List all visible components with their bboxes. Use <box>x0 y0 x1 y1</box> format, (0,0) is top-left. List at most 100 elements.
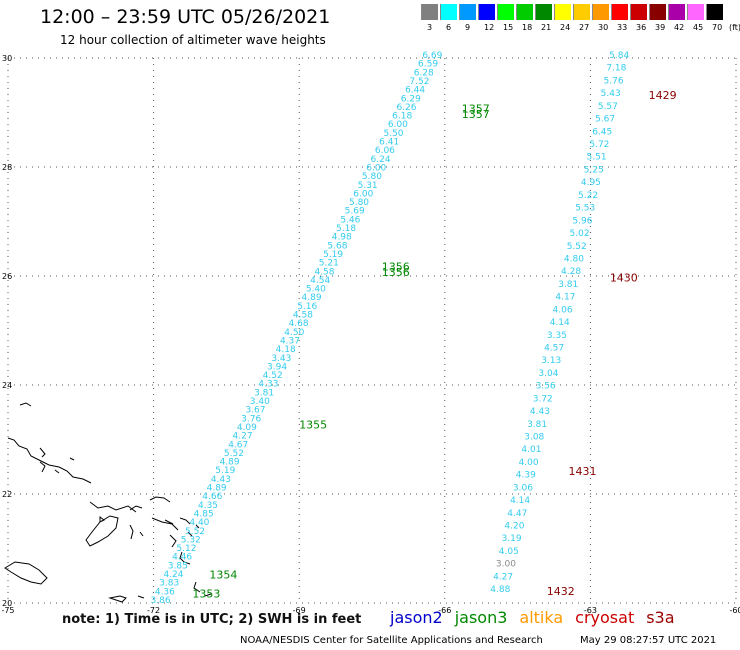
wave-height-value: 5.69 <box>345 207 365 217</box>
wave-height-value: 5.52 <box>567 242 587 252</box>
lat-label: 22 <box>2 490 12 499</box>
legend-label: 45 <box>693 23 704 32</box>
wave-height-value: 4.58 <box>293 311 313 321</box>
lon-label: -60 <box>729 606 740 615</box>
legend-swatch <box>421 4 438 20</box>
legend-swatch <box>459 4 476 20</box>
wave-height-value: 6.26 <box>396 103 416 113</box>
satellite-key-jason3: jason3 <box>454 608 508 627</box>
wave-height-value: 7.18 <box>606 64 626 74</box>
legend-label: 15 <box>503 23 514 32</box>
wave-height-value: 5.76 <box>604 76 624 86</box>
wave-height-value: 5.22 <box>578 191 598 201</box>
lon-label: -69 <box>293 606 306 615</box>
wave-height-value: 6.18 <box>392 112 412 122</box>
wave-height-value: 5.67 <box>595 115 615 125</box>
wave-height-value: 3.85 <box>168 561 188 571</box>
legend-label: 33 <box>617 23 628 32</box>
wave-height-value: 6.28 <box>414 68 434 78</box>
wave-height-value: 3.76 <box>241 414 261 424</box>
wave-height-value: 3.40 <box>250 397 270 407</box>
wave-height-value: 4.85 <box>194 509 214 519</box>
wave-height-value: 6.45 <box>592 127 612 137</box>
wave-height-value: 4.54 <box>310 276 330 286</box>
wave-height-value: 4.43 <box>530 407 550 417</box>
satellite-key-s3a: s3a <box>646 608 675 627</box>
wave-height-value: 5.25 <box>584 165 604 175</box>
satellite-key: jason2 jason3 altika cryosat s3a <box>390 608 687 627</box>
legend-label: 6 <box>446 23 452 32</box>
generation-timestamp: May 29 08:27:57 UTC 2021 <box>580 635 717 646</box>
wave-height-value: 5.57 <box>598 102 618 112</box>
cuba-coast <box>7 402 92 484</box>
wave-height-value: 3.81 <box>558 280 578 290</box>
footer-note: note: 1) Time is in UTC; 2) SWH is in fe… <box>62 612 362 627</box>
satellite-key-cryosat: cryosat <box>575 608 635 627</box>
time-label: 1356 <box>382 261 410 274</box>
satellite-key-jason2: jason2 <box>390 608 443 627</box>
wave-height-value: 4.20 <box>504 522 524 532</box>
wave-height-value: 5.18 <box>336 224 356 234</box>
legend-label: 36 <box>636 23 647 32</box>
wave-height-value: 3.35 <box>547 331 567 341</box>
wave-height-value: 4.14 <box>550 318 570 328</box>
wave-height-value: 4.43 <box>211 475 231 485</box>
legend-swatch <box>516 4 533 20</box>
wave-height-value: 4.88 <box>490 585 510 595</box>
wave-height-value: 5.02 <box>570 229 590 239</box>
time-label: 1357 <box>462 103 490 116</box>
time-label: 1431 <box>569 465 597 478</box>
legend-swatch <box>440 4 457 20</box>
wave-height-value: 6.06 <box>375 146 395 156</box>
legend-label: 70 <box>712 23 723 32</box>
wave-height-value: 4.35 <box>198 501 218 511</box>
wave-height-value: 3.81 <box>254 388 274 398</box>
time-label: 1355 <box>299 419 327 432</box>
wave-height-value: 4.46 <box>172 553 192 563</box>
wave-height-value: 4.00 <box>519 458 539 468</box>
legend-label: 30 <box>598 23 609 32</box>
lat-lon-grid: -75 -72 -69 -66 -63 -60 30 28 26 24 22 20 <box>1 54 740 615</box>
wave-height-value: 5.12 <box>176 544 196 554</box>
wave-height-value: 4.98 <box>332 233 352 243</box>
wave-height-value: 5.43 <box>601 89 621 99</box>
time-label: 1432 <box>547 585 575 598</box>
wave-height-value: 3.56 <box>536 382 556 392</box>
wave-height-value: 5.46 <box>340 215 360 225</box>
wave-height-value: 7.52 <box>409 77 429 87</box>
wave-height-value: 6.44 <box>405 86 425 96</box>
wave-height-value: 5.80 <box>362 172 382 182</box>
time-label: 1430 <box>610 271 638 284</box>
wave-height-value: 4.28 <box>561 267 581 277</box>
wave-height-value: 3.81 <box>527 420 547 430</box>
wave-height-value: 4.06 <box>553 305 573 315</box>
legend-label: 39 <box>655 23 666 32</box>
lat-label: 30 <box>2 54 12 63</box>
legend-swatch <box>649 4 666 20</box>
wave-height-value: 5.32 <box>181 535 201 545</box>
wave-height-value: 6.00 <box>388 120 408 130</box>
time-label: 1356 <box>382 266 410 279</box>
credit-line: NOAA/NESDIS Center for Satellite Applica… <box>240 635 543 646</box>
wave-height-value: 4.52 <box>263 371 283 381</box>
wave-height-value: 3.43 <box>271 354 291 364</box>
legend-swatch <box>630 4 647 20</box>
wave-height-value: 4.01 <box>521 445 541 455</box>
wave-height-value: 4.37 <box>280 336 300 346</box>
wave-height-value: 5.53 <box>575 204 595 214</box>
wave-height-value: 6.59 <box>418 60 438 70</box>
wave-height-value: 4.17 <box>555 293 575 303</box>
wave-height-value: 3.08 <box>524 433 544 443</box>
wave-height-value: 5.72 <box>589 140 609 150</box>
wave-height-value: 4.36 <box>155 587 175 597</box>
wave-height-value: 4.18 <box>276 345 296 355</box>
wave-height-value: 3.06 <box>513 483 533 493</box>
caribbean-islands <box>4 402 212 603</box>
legend-label: 24 <box>560 23 571 32</box>
legend-swatch <box>687 4 704 20</box>
wave-height-value: 6.24 <box>371 155 391 165</box>
wave-height-value: 4.57 <box>544 343 564 353</box>
lon-label: -63 <box>584 606 597 615</box>
wave-height-value: 3.83 <box>159 579 179 589</box>
wave-height-value: 5.16 <box>297 302 317 312</box>
